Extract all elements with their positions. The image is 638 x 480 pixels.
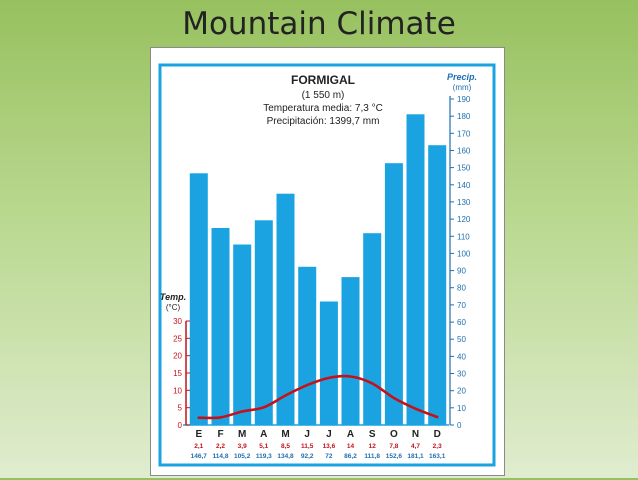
temp-value-label: 5,1: [259, 443, 268, 450]
temp-line: [197, 374, 439, 420]
precip-tick-label: 10: [457, 404, 466, 413]
slide-title: Mountain Climate: [182, 6, 456, 42]
precip-value-label: 146,7: [191, 453, 208, 460]
temp-value-label: 2,1: [194, 443, 203, 450]
chart-subtitle-precipitation: Precipitación: 1399,7 mm: [267, 116, 380, 127]
precip-tick-label: 110: [457, 232, 470, 241]
precip-tick-label: 130: [457, 198, 471, 207]
month-label: A: [260, 429, 267, 440]
month-label: A: [347, 429, 354, 440]
precip-value-label: 86,2: [344, 453, 357, 460]
precip-value-label: 163,1: [429, 453, 446, 460]
precip-bar: [384, 163, 403, 425]
precip-tick-label: 30: [457, 370, 466, 379]
precip-bar: [254, 220, 273, 425]
precip-axis-title: Precip.: [447, 72, 477, 82]
temp-value-label: 13,6: [323, 443, 336, 450]
precip-value-label: 181,1: [407, 453, 424, 460]
precip-value-label: 114,8: [213, 453, 229, 460]
precip-bars: [189, 114, 447, 426]
month-label: E: [195, 429, 202, 440]
month-label: M: [281, 429, 289, 440]
month-label: O: [390, 429, 398, 440]
month-label: J: [304, 429, 310, 440]
precip-tick-label: 160: [457, 147, 471, 156]
chart-subtitle-altitude: (1 550 m): [302, 90, 345, 101]
temp-line-layer: [197, 374, 439, 420]
temp-value-row: 2,1 2,2 3,9 5,1 8,5 11,5 13,6 14 12 7,8 4,7 2,3: [194, 443, 442, 450]
precip-axis-unit: (mm): [453, 83, 472, 92]
precip-tick-label: 170: [457, 129, 471, 138]
month-label: D: [434, 429, 441, 440]
precip-tick-label: 100: [457, 249, 471, 258]
chart-subtitle-temperature: Temperatura media: 7,3 °C: [263, 103, 383, 114]
precip-bar: [428, 145, 447, 425]
temp-value-label: 2,3: [433, 443, 442, 450]
precip-bar: [406, 114, 425, 426]
month-label: M: [238, 429, 246, 440]
precip-bar: [363, 233, 382, 425]
month-label: S: [369, 429, 376, 440]
precip-tick-label: 120: [457, 215, 471, 224]
precip-value-label: 134,8: [277, 453, 294, 460]
temp-value-label: 11,5: [301, 443, 314, 450]
temp-tick-label: 10: [173, 386, 182, 395]
precip-bar: [189, 173, 208, 425]
temp-tick-label: 20: [173, 352, 182, 361]
precip-tick-label: 50: [457, 335, 466, 344]
precip-value-label: 152,6: [386, 453, 403, 460]
precip-tick-label: 0: [457, 421, 462, 430]
temp-tick-label: 5: [178, 404, 183, 413]
precip-tick-label: 190: [457, 95, 471, 104]
temp-value-label: 14: [347, 443, 355, 450]
precip-tick-label: 80: [457, 284, 466, 293]
temp-tick-label: 0: [178, 421, 183, 430]
temp-value-label: 12: [369, 443, 377, 450]
temp-value-label: 4,7: [411, 443, 420, 450]
temp-axis-unit: (°C): [166, 303, 181, 312]
temp-tick-label: 15: [173, 369, 182, 378]
precip-value-label: 105,2: [234, 453, 251, 460]
temp-value-label: 3,9: [238, 443, 247, 450]
month-label: J: [326, 429, 332, 440]
precip-bar: [233, 244, 252, 425]
temp-tick-label: 30: [173, 317, 182, 326]
precip-value-row: 146,7 114,8 105,2 119,3 134,8 92,2 72 86,2 111,8…: [191, 453, 446, 460]
chart-title: FORMIGAL: [291, 73, 355, 87]
precip-tick-label: 140: [457, 181, 471, 190]
precip-bar: [211, 228, 230, 425]
temp-axis-title: Temp.: [160, 292, 186, 302]
temp-value-label: 8,5: [281, 443, 290, 450]
precip-value-label: 119,3: [256, 453, 272, 460]
temp-tick-label: 25: [173, 334, 182, 343]
month-label: N: [412, 429, 419, 440]
precip-bar: [276, 193, 295, 425]
precip-tick-label: 90: [457, 267, 466, 276]
precip-value-label: 72: [325, 453, 333, 460]
precip-tick-label: 20: [457, 387, 466, 396]
temp-value-label: 2,2: [216, 443, 225, 450]
precip-tick-label: 150: [457, 164, 471, 173]
precip-axis-ticks: 1901801701601501401301201101009080706050…: [450, 95, 471, 430]
temp-axis-ticks: 30 25 20 15 10 5 0: [173, 317, 190, 430]
temp-value-label: 7,8: [389, 443, 398, 450]
precip-bar: [319, 301, 338, 425]
precip-tick-label: 70: [457, 301, 466, 310]
precip-tick-label: 180: [457, 112, 471, 121]
precip-bar: [341, 277, 360, 425]
climate-chart-card: 30 25 20 15 10 5 0 190 180 170 160 150 140 130 120 110…: [150, 47, 505, 476]
precip-value-label: 111,8: [364, 453, 380, 460]
month-label: F: [217, 429, 223, 440]
precip-bar: [298, 266, 317, 425]
precip-tick-label: 60: [457, 318, 466, 327]
precip-value-label: 92,2: [301, 453, 314, 460]
precip-tick-label: 40: [457, 352, 466, 361]
